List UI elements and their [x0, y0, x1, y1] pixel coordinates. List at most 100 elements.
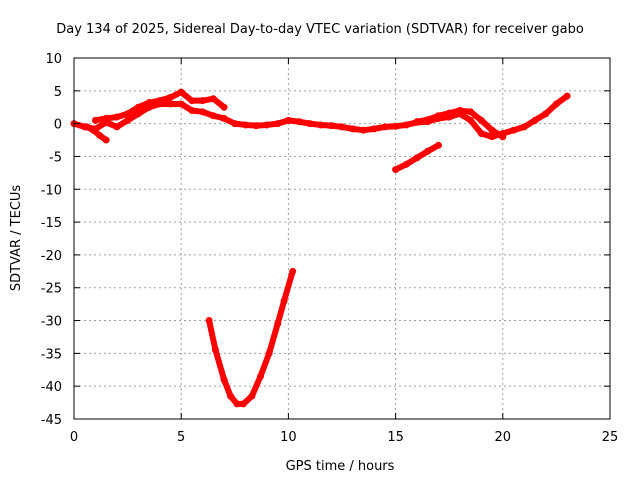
plot-frame — [73, 57, 611, 420]
data-point — [280, 297, 288, 305]
data-point — [284, 116, 292, 124]
x-axis-label: GPS time / hours — [286, 459, 395, 474]
data-point — [263, 121, 271, 129]
data-point — [102, 136, 110, 144]
data-point — [552, 100, 560, 108]
tick-layer: 0 5 10 15 20 25 10 5 0 -5 -10 -15 -20 -25 -30 -35 -40 -45 — [41, 52, 619, 445]
data-point — [220, 376, 228, 384]
y-tick-label: -35 — [41, 347, 62, 362]
y-tick-label: -45 — [41, 413, 62, 428]
data-point — [392, 166, 400, 174]
x-tick-label: 10 — [280, 430, 297, 445]
data-point — [338, 123, 346, 131]
data-point — [124, 110, 132, 118]
data-point — [370, 125, 378, 133]
data-point — [499, 133, 507, 141]
y-tick-label: -30 — [41, 315, 62, 330]
data-point — [209, 112, 217, 120]
data-point — [113, 123, 121, 131]
data-point — [145, 99, 153, 107]
data-point — [434, 112, 442, 120]
y-tick-label: 5 — [54, 85, 62, 100]
data-point — [402, 121, 410, 129]
data-point — [188, 97, 196, 105]
data-point — [252, 122, 260, 130]
data-point — [520, 123, 528, 131]
data-point — [134, 110, 142, 118]
data-point — [220, 114, 228, 122]
data-point — [166, 93, 174, 101]
data-point — [177, 100, 185, 108]
data-point — [456, 107, 464, 115]
data-point — [239, 400, 247, 408]
data-point — [531, 116, 539, 124]
data-point — [424, 116, 432, 124]
data-point — [177, 88, 185, 96]
data-point — [306, 120, 314, 128]
x-tick-label: 5 — [177, 430, 185, 445]
data-point — [295, 118, 303, 126]
series-trace — [206, 268, 296, 407]
data-point — [488, 126, 496, 134]
data-point — [209, 95, 217, 103]
data-point — [488, 133, 496, 141]
data-point — [349, 125, 357, 133]
y-tick-label: -15 — [41, 216, 62, 231]
data-point — [188, 107, 196, 115]
chart-title: Day 134 of 2025, Sidereal Day-to-day VTE… — [56, 22, 584, 37]
series-upper-branch — [91, 88, 228, 124]
data-point — [359, 126, 367, 134]
data-point — [402, 160, 410, 168]
y-tick-label: -40 — [41, 380, 62, 395]
data-point — [233, 400, 241, 408]
data-point — [477, 116, 485, 124]
y-axis-label: SDTVAR / TECUs — [9, 185, 24, 292]
data-point — [510, 126, 518, 134]
series-deep-trough-arc — [205, 267, 297, 408]
data-point — [113, 113, 121, 121]
data-point — [563, 92, 571, 100]
data-point — [434, 141, 442, 149]
data-point — [467, 108, 475, 116]
data-point — [89, 126, 97, 134]
data-point — [231, 120, 239, 128]
series-main-band — [70, 92, 571, 141]
data-point — [542, 110, 550, 118]
data-point — [413, 154, 421, 162]
data-point — [83, 123, 91, 131]
series-morning-dip — [83, 123, 110, 144]
data-point — [477, 129, 485, 137]
data-point — [134, 103, 142, 111]
data-point — [199, 97, 207, 105]
y-tick-label: -25 — [41, 282, 62, 297]
data-point — [124, 116, 132, 124]
data-point — [317, 121, 325, 129]
data-point — [227, 392, 235, 400]
series-mid-offset-arc — [392, 141, 442, 174]
data-point — [220, 103, 228, 111]
data-point — [467, 116, 475, 124]
y-tick-label: 0 — [54, 118, 62, 133]
y-tick-label: -10 — [41, 183, 62, 198]
data-point — [257, 372, 265, 380]
data-point — [274, 320, 282, 328]
y-tick-label: -5 — [49, 150, 62, 165]
data-point — [156, 97, 164, 105]
data-point — [392, 122, 400, 130]
x-tick-label: 0 — [70, 430, 78, 445]
x-tick-label: 15 — [387, 430, 404, 445]
data-point — [96, 131, 104, 139]
data-point — [265, 349, 273, 357]
data-point — [212, 346, 220, 354]
series-layer — [70, 88, 571, 408]
series-evening-branch — [413, 107, 507, 141]
data-point — [381, 123, 389, 131]
series-trace — [83, 123, 110, 144]
data-point — [445, 109, 453, 117]
grid-layer — [74, 58, 610, 419]
x-tick-label: 20 — [495, 430, 512, 445]
y-tick-label: 10 — [45, 52, 62, 67]
y-tick-label: -20 — [41, 249, 62, 264]
